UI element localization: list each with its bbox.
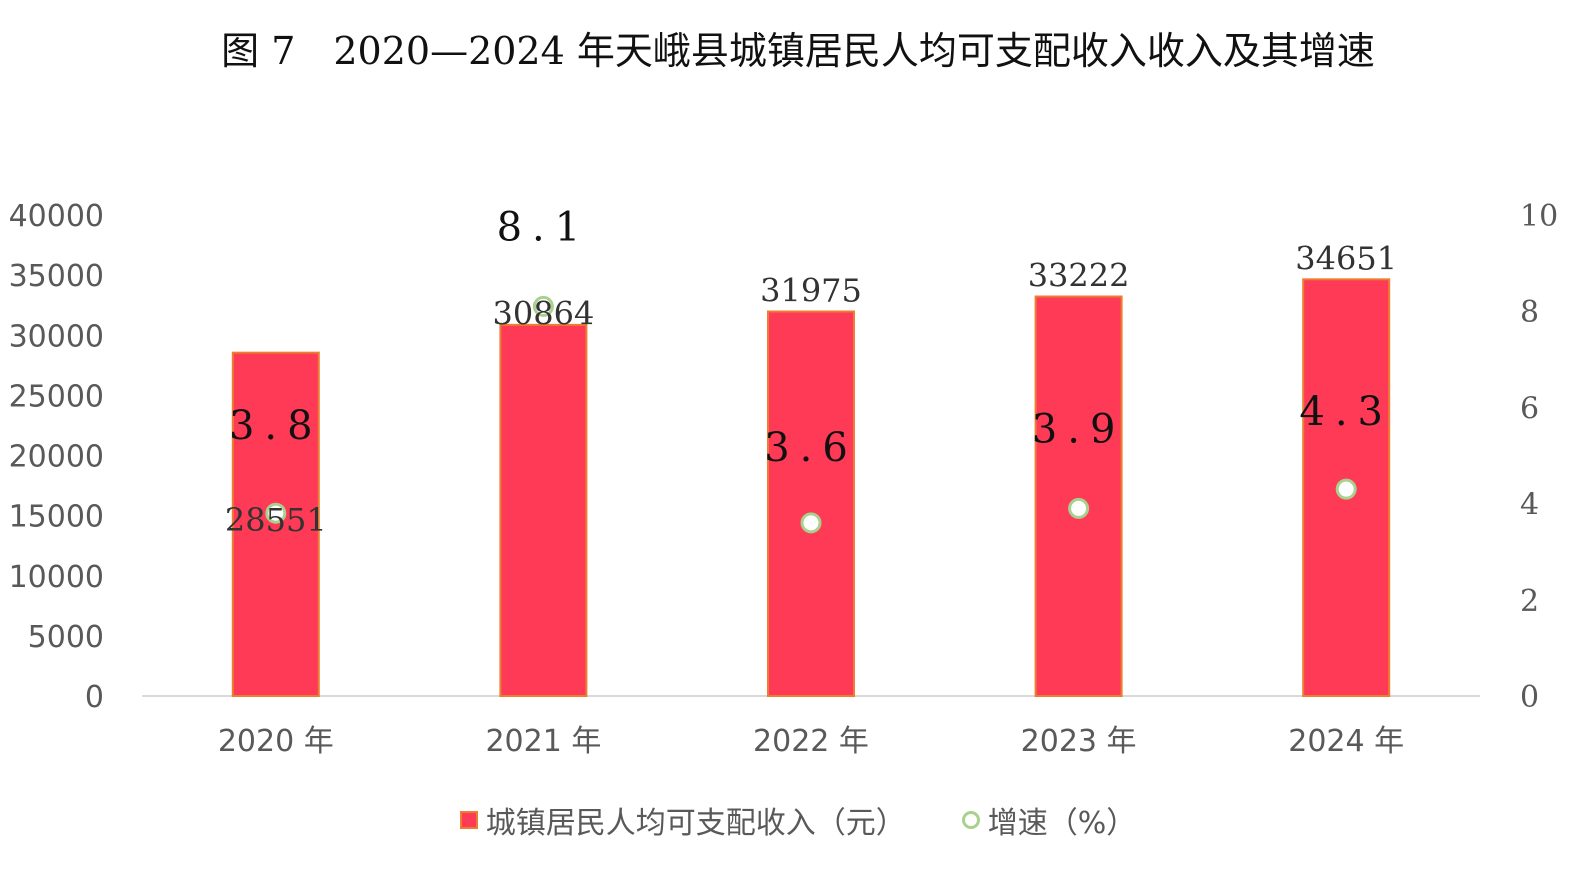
rate-data-label: 3.6 <box>764 425 858 471</box>
income-bar[interactable] <box>499 323 588 697</box>
left-axis-tick-label: 15000 <box>9 500 104 535</box>
legend-label-income: 城镇居民人均可支配收入（元） <box>485 806 906 841</box>
rate-marker[interactable] <box>1335 478 1357 500</box>
rate-marker[interactable] <box>265 502 287 524</box>
legend-label-rate: 增速（%） <box>987 806 1137 841</box>
right-axis-tick-label: 10 <box>1520 199 1558 234</box>
rate-data-label: 4.3 <box>1299 389 1393 435</box>
right-axis-tick-label: 2 <box>1520 584 1539 619</box>
income-data-label: 30864 <box>493 294 595 332</box>
left-axis-tick-label: 5000 <box>28 620 104 655</box>
category-label: 2023 年 <box>1021 724 1137 759</box>
rate-series <box>265 295 1357 534</box>
rate-data-label: 8.1 <box>497 204 591 250</box>
left-axis-tick-label: 35000 <box>9 259 104 294</box>
left-axis-tick-label: 10000 <box>9 560 104 595</box>
bar-series <box>231 278 1391 697</box>
right-axis: 0 2 4 6 8 10 <box>1520 199 1558 715</box>
category-label: 2022 年 <box>753 724 869 759</box>
chart-title: 图 7 2020—2024 年天峨县城镇居民人均可支配收入收入及其增速 <box>221 29 1375 73</box>
left-axis-tick-label: 30000 <box>9 319 104 354</box>
right-axis-tick-label: 8 <box>1520 295 1539 330</box>
right-axis-tick-label: 4 <box>1520 488 1539 523</box>
legend-item-income[interactable]: 城镇居民人均可支配收入（元） <box>459 798 906 842</box>
left-axis-tick-label: 40000 <box>9 199 104 234</box>
income-data-label: 33222 <box>1028 257 1130 295</box>
right-axis-tick-label: 0 <box>1520 680 1539 715</box>
legend-swatch-rate <box>961 811 980 829</box>
income-data-label: 31975 <box>760 272 862 310</box>
rate-marker[interactable] <box>1068 497 1090 519</box>
rate-data-label: 3.8 <box>229 403 323 449</box>
rate-marker[interactable] <box>532 295 554 317</box>
income-bar[interactable] <box>767 310 855 697</box>
legend-swatch-income <box>459 811 478 829</box>
category-label: 2020 年 <box>218 724 334 759</box>
rate-marker[interactable] <box>800 512 822 534</box>
category-label: 2021 年 <box>485 724 601 759</box>
legend: 城镇居民人均可支配收入（元） 增速（%） <box>0 798 1596 842</box>
left-axis-tick-label: 20000 <box>9 440 104 475</box>
right-axis-tick-label: 6 <box>1520 391 1539 426</box>
legend-item-rate[interactable]: 增速（%） <box>961 798 1137 842</box>
left-axis-tick-label: 0 <box>85 680 104 715</box>
income-data-label: 28551 <box>225 501 327 539</box>
income-data-label: 34651 <box>1295 239 1397 277</box>
category-label: 2024 年 <box>1288 724 1404 759</box>
category-axis: 2020 年 2021 年 2022 年 2023 年 2024 年 <box>218 724 1404 759</box>
income-bar[interactable] <box>231 351 320 697</box>
left-axis-tick-label: 25000 <box>9 379 104 414</box>
bar-data-labels: 28551 30864 31975 33222 34651 <box>225 239 1397 539</box>
rate-data-labels: 3.8 8.1 3.6 3.9 4.3 <box>229 204 1393 471</box>
income-bar[interactable] <box>1034 295 1123 697</box>
rate-data-label: 3.9 <box>1032 406 1126 452</box>
left-axis: 0 5000 10000 15000 20000 25000 30000 35000 40000 <box>9 199 104 715</box>
